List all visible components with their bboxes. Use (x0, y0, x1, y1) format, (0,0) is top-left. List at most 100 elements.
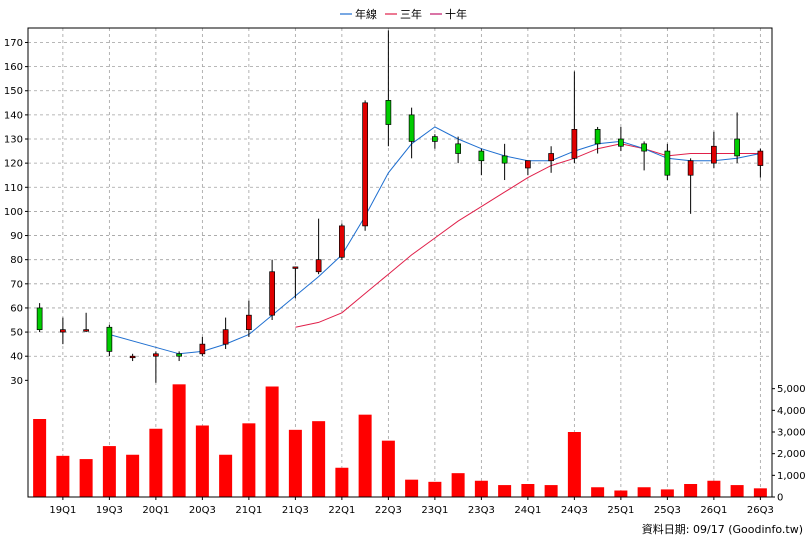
chart-legend: 年線 三年 十年 (340, 7, 467, 21)
candlestick (548, 146, 554, 173)
candle-body (525, 160, 531, 169)
volume-bar (219, 454, 233, 497)
candlestick (60, 317, 66, 345)
x-tick-label: 25Q3 (654, 505, 681, 516)
volume-bar (56, 455, 70, 497)
x-tick-label: 20Q3 (189, 505, 216, 516)
candle-body (315, 259, 322, 273)
price-tick-label: 140 (4, 110, 23, 121)
candlestick (199, 336, 206, 357)
volume-bar (265, 386, 279, 497)
candle-body (687, 160, 694, 176)
candle-body (571, 129, 578, 159)
volume-bar (126, 454, 140, 497)
axis-labels: 30 40 50 60 70 80 90 100 110 120 130 140 150 160 170 0 1… (4, 38, 806, 516)
volume-bar (195, 425, 209, 497)
x-tick-label: 23Q3 (468, 505, 495, 516)
candle-body (385, 100, 392, 125)
candlestick (106, 324, 113, 357)
volume-bar (102, 446, 116, 497)
volume-bar (753, 488, 767, 497)
price-tick-label: 170 (4, 38, 23, 49)
x-tick-label: 20Q1 (142, 505, 169, 516)
candlestick (129, 353, 136, 362)
candlestick (501, 143, 508, 181)
volume-bars (33, 384, 767, 497)
volume-bar (428, 481, 442, 497)
candle-body (362, 102, 368, 227)
three-year-line (295, 143, 761, 328)
candlestick (246, 300, 252, 337)
plot-border (27, 27, 773, 498)
data-date-label: 資料日期: 09/17 (Goodinfo.tw) (642, 522, 803, 536)
candle-body (478, 150, 485, 162)
candle-body (269, 271, 275, 316)
candle-body (60, 329, 66, 333)
candle-body (339, 225, 345, 258)
candlestick (618, 126, 624, 152)
candle-body (757, 150, 764, 166)
volume-bar (381, 440, 395, 497)
candle-body (199, 343, 206, 355)
volume-bar (288, 429, 302, 497)
price-tick-label: 50 (10, 328, 23, 339)
candlestick (571, 71, 578, 164)
volume-bar (79, 459, 93, 497)
volume-bar (242, 423, 256, 497)
legend-label-2: 十年 (445, 7, 467, 21)
volume-tick-label: 3,000 (777, 428, 806, 439)
price-tick-label: 70 (10, 279, 23, 290)
volume-bar (544, 485, 558, 497)
x-tick-label: 24Q3 (561, 505, 588, 516)
price-tick-label: 100 (4, 207, 23, 218)
candlestick (292, 266, 299, 299)
candlestick (664, 143, 671, 181)
x-tick-label: 19Q3 (96, 505, 123, 516)
candle-body (501, 155, 508, 164)
price-tick-label: 150 (4, 86, 23, 97)
x-tick-label: 19Q1 (49, 505, 76, 516)
volume-bar (591, 487, 605, 497)
candlestick (594, 126, 601, 154)
candlestick (478, 148, 485, 176)
volume-bar (637, 487, 651, 497)
candlestick (432, 134, 438, 149)
volume-bar (498, 485, 512, 497)
candle-body (734, 138, 740, 157)
price-tick-label: 40 (10, 352, 23, 363)
volume-tick-label: 4,000 (777, 406, 806, 417)
candle-body (83, 329, 89, 332)
candlesticks (36, 30, 764, 383)
candlestick (362, 100, 368, 231)
candle-body (664, 150, 671, 176)
candlestick (222, 317, 229, 349)
candlestick (734, 112, 740, 164)
volume-bar (33, 419, 47, 497)
candle-body (153, 353, 159, 357)
candlestick (687, 158, 694, 214)
volume-bar (614, 490, 628, 497)
price-tick-label: 90 (10, 231, 23, 242)
volume-bar (730, 485, 744, 497)
legend-label-1: 三年 (400, 7, 422, 21)
candlestick (408, 107, 415, 159)
volume-bar (707, 480, 721, 497)
volume-bar (405, 479, 419, 497)
volume-bar (172, 384, 186, 497)
candlestick (711, 131, 717, 168)
candle-body (594, 129, 601, 145)
price-tick-label: 160 (4, 62, 23, 73)
volume-tick-label: 5,000 (777, 384, 806, 395)
volume-tick-label: 1,000 (777, 471, 806, 482)
x-tick-label: 26Q1 (700, 505, 727, 516)
x-tick-label: 24Q1 (514, 505, 541, 516)
x-tick-label: 26Q3 (747, 505, 774, 516)
chart-grid (28, 28, 772, 497)
candle-body (222, 329, 229, 345)
x-tick-label: 25Q1 (607, 505, 634, 516)
candle-body (408, 114, 415, 142)
candle-body (176, 353, 182, 357)
volume-tick-label: 2,000 (777, 449, 806, 460)
candle-body (432, 136, 438, 142)
x-tick-label: 21Q1 (235, 505, 262, 516)
